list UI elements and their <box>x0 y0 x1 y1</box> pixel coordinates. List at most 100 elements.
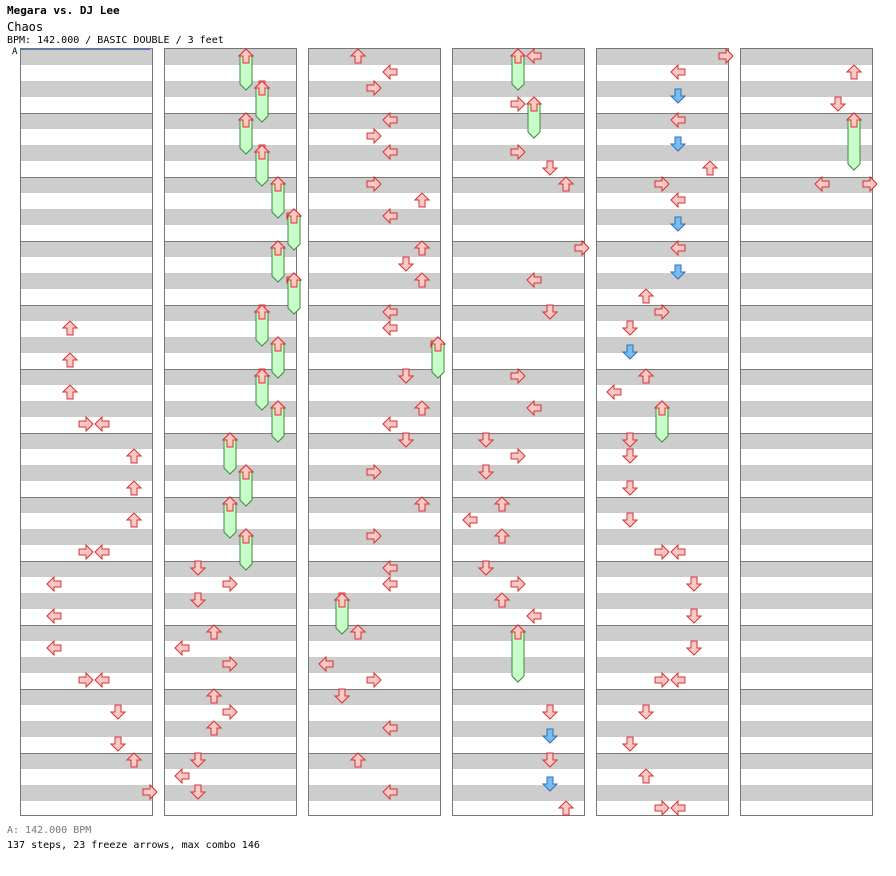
measure-line <box>21 497 152 498</box>
beat-band <box>21 209 152 225</box>
step-arrow-down <box>477 432 495 448</box>
step-arrow-up <box>205 720 223 736</box>
beat-band <box>309 721 440 737</box>
beat-band <box>741 177 872 193</box>
step-arrow-down <box>189 592 207 608</box>
beat-band <box>21 145 152 161</box>
beat-band <box>165 209 296 225</box>
step-arrow-down <box>541 160 559 176</box>
measure-line <box>453 753 584 754</box>
beat-band <box>741 113 872 129</box>
step-arrow-right <box>654 543 670 561</box>
beat-band <box>309 273 440 289</box>
beat-band <box>453 177 584 193</box>
step-arrow-left <box>46 639 62 657</box>
beat-band <box>453 401 584 417</box>
beat-band <box>309 209 440 225</box>
beat-band <box>741 593 872 609</box>
step-arrow-left <box>526 271 542 289</box>
step-arrow-right <box>654 175 670 193</box>
measure-line <box>21 305 152 306</box>
step-arrow-right <box>510 575 526 593</box>
step-arrow-up <box>413 272 431 288</box>
step-arrow-right <box>78 543 94 561</box>
beat-band <box>597 753 728 769</box>
beat-band <box>597 785 728 801</box>
step-arrow-right <box>366 175 382 193</box>
step-arrow-left <box>382 319 398 337</box>
step-arrow-right <box>366 127 382 145</box>
measure-line <box>597 625 728 626</box>
beat-band <box>597 81 728 97</box>
beat-band <box>453 497 584 513</box>
step-arrow-left <box>462 511 478 529</box>
beat-band <box>21 785 152 801</box>
step-arrow-up <box>253 368 271 384</box>
beat-band <box>741 145 872 161</box>
measure-line <box>453 113 584 114</box>
beat-band <box>21 369 152 385</box>
measure-line <box>741 305 872 306</box>
step-arrow-up <box>653 400 671 416</box>
step-arrow-up <box>413 192 431 208</box>
beat-band <box>21 49 152 65</box>
measure-line <box>741 241 872 242</box>
step-arrow-up <box>637 768 655 784</box>
step-arrow-right <box>654 671 670 689</box>
step-arrow-up <box>637 288 655 304</box>
step-arrow-up <box>493 496 511 512</box>
step-arrow-down <box>621 320 639 336</box>
measure-line <box>597 561 728 562</box>
step-arrow-up <box>637 368 655 384</box>
beat-band <box>453 593 584 609</box>
beat-band <box>741 561 872 577</box>
measure-line <box>21 369 152 370</box>
step-arrow-up <box>413 496 431 512</box>
shock-arrow <box>541 776 559 792</box>
measure-line <box>741 433 872 434</box>
beat-band <box>741 337 872 353</box>
measure-line <box>741 753 872 754</box>
beat-band <box>21 81 152 97</box>
measure-line <box>165 113 296 114</box>
beat-band <box>741 433 872 449</box>
beat-band <box>597 657 728 673</box>
step-arrow-left <box>174 767 190 785</box>
measure-line <box>453 561 584 562</box>
measure-line <box>165 369 296 370</box>
chart-meta: BPM: 142.000 / BASIC DOUBLE / 3 feet <box>7 35 224 46</box>
beat-band <box>741 369 872 385</box>
beat-band <box>597 561 728 577</box>
measure-line <box>741 625 872 626</box>
step-arrow-left <box>526 607 542 625</box>
step-arrow-right <box>366 463 382 481</box>
beat-band <box>309 49 440 65</box>
measure-line <box>597 113 728 114</box>
step-arrow-up <box>237 464 255 480</box>
step-arrow-up <box>237 112 255 128</box>
measure-line <box>165 305 296 306</box>
beat-band <box>453 113 584 129</box>
beat-band <box>597 465 728 481</box>
beat-band <box>21 593 152 609</box>
bpm-marker: A <box>12 47 18 57</box>
beat-band <box>21 497 152 513</box>
step-arrow-up <box>285 208 303 224</box>
step-arrow-left <box>382 207 398 225</box>
step-arrow-left <box>46 607 62 625</box>
step-arrow-up <box>221 432 239 448</box>
measure-line <box>21 561 152 562</box>
beat-band <box>309 145 440 161</box>
beat-band <box>741 657 872 673</box>
step-arrow-right <box>510 143 526 161</box>
step-arrow-down <box>477 464 495 480</box>
step-arrow-up <box>701 160 719 176</box>
step-arrow-left <box>382 559 398 577</box>
step-arrow-left <box>814 175 830 193</box>
measure-line <box>165 561 296 562</box>
chart-column <box>20 48 153 816</box>
measure-line <box>453 305 584 306</box>
step-arrow-down <box>829 96 847 112</box>
beat-band <box>309 337 440 353</box>
